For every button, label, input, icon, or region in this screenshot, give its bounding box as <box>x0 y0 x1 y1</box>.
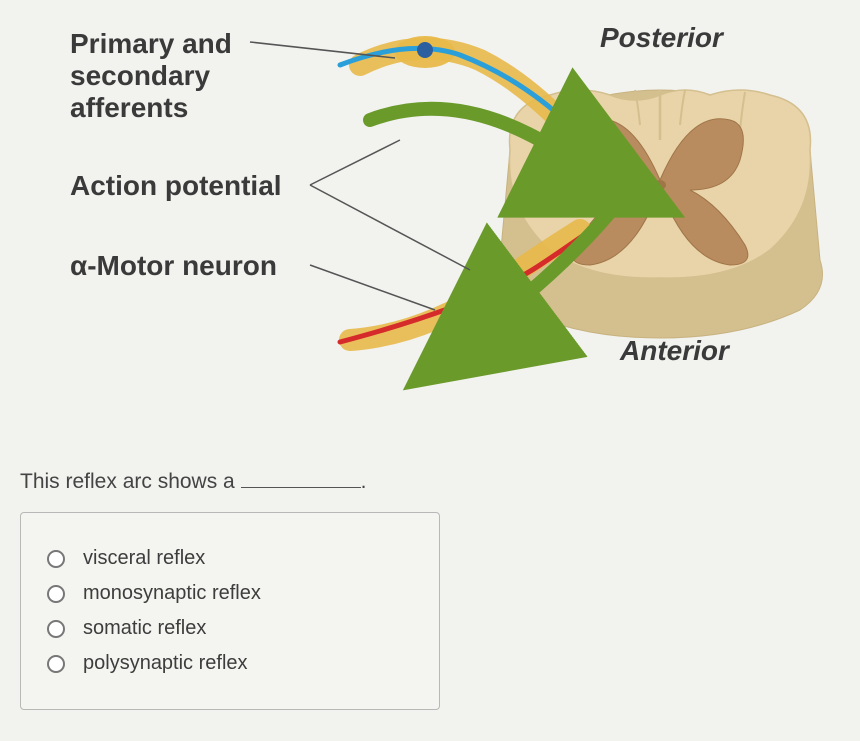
option-label: somatic reflex <box>83 617 206 640</box>
spinal-cord-diagram <box>40 10 840 410</box>
option-label: monosynaptic reflex <box>83 582 261 605</box>
question-area: This reflex arc shows a . visceral refle… <box>20 470 440 710</box>
options-box: visceral reflex monosynaptic reflex soma… <box>20 512 440 710</box>
option-somatic[interactable]: somatic reflex <box>47 617 413 640</box>
radio-icon <box>47 620 65 638</box>
question-stem: This reflex arc shows a . <box>20 470 440 494</box>
question-stem-text: This reflex arc shows a <box>20 470 241 493</box>
option-visceral[interactable]: visceral reflex <box>47 547 413 570</box>
radio-icon <box>47 550 65 568</box>
radio-icon <box>47 655 65 673</box>
option-polysynaptic[interactable]: polysynaptic reflex <box>47 652 413 675</box>
blank-line <box>241 487 361 488</box>
diagram-area: Primary and secondary afferents Action p… <box>40 10 840 410</box>
option-label: polysynaptic reflex <box>83 652 248 675</box>
option-monosynaptic[interactable]: monosynaptic reflex <box>47 582 413 605</box>
radio-icon <box>47 585 65 603</box>
option-label: visceral reflex <box>83 547 205 570</box>
